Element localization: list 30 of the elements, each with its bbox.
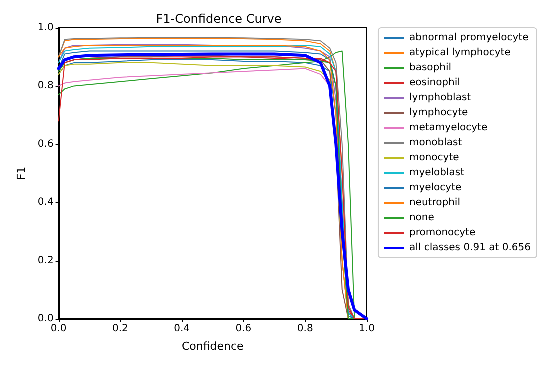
legend-label: monoblast bbox=[409, 138, 462, 148]
legend-label: lymphocyte bbox=[409, 108, 468, 118]
x-tick-label: 0.4 bbox=[174, 324, 190, 334]
x-tick-label: 0.8 bbox=[297, 324, 314, 334]
legend-label: lymphoblast bbox=[409, 92, 472, 104]
x-axis-title: Confidence bbox=[182, 340, 244, 353]
legend-label: basophil bbox=[409, 62, 452, 74]
legend-label: metamyelocyte bbox=[409, 122, 488, 134]
legend-label: myelocyte bbox=[409, 182, 462, 194]
legend-label: myeloblast bbox=[409, 168, 465, 178]
y-axis-title: F1 bbox=[15, 166, 28, 180]
y-tick-label: 0.0 bbox=[38, 314, 54, 324]
legend-label: neutrophil bbox=[409, 198, 460, 208]
legend-label: abnormal promyelocyte bbox=[409, 32, 529, 44]
y-tick-label: 1.0 bbox=[38, 22, 54, 34]
legend-label: eosinophil bbox=[409, 78, 460, 88]
y-tick-label: 0.8 bbox=[38, 80, 54, 92]
legend-label: atypical lymphocyte bbox=[409, 48, 511, 58]
y-tick-label: 0.4 bbox=[38, 197, 54, 208]
x-tick-label: 1.0 bbox=[359, 324, 375, 334]
y-tick-label: 0.2 bbox=[38, 255, 54, 266]
legend-label: all classes 0.91 at 0.656 bbox=[409, 242, 532, 254]
chart-title: F1-Confidence Curve bbox=[156, 12, 282, 26]
x-tick-label: 0.6 bbox=[236, 324, 252, 334]
legend-label: monocyte bbox=[409, 152, 460, 164]
y-tick-label: 0.6 bbox=[38, 138, 54, 150]
x-tick-label: 0.2 bbox=[112, 324, 128, 334]
legend-label: promonocyte bbox=[409, 228, 476, 238]
legend-label: none bbox=[409, 212, 434, 224]
x-tick-label: 0.0 bbox=[50, 324, 67, 334]
